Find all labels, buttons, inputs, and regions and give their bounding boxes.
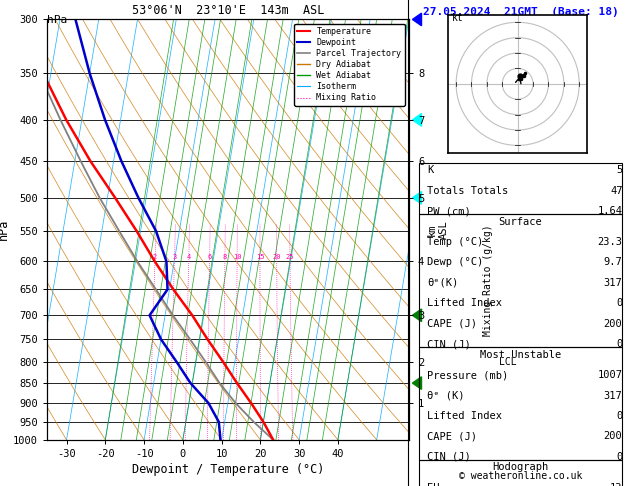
Text: hPa: hPa <box>47 15 67 25</box>
Title: 53°06'N  23°10'E  143m  ASL: 53°06'N 23°10'E 143m ASL <box>132 4 324 17</box>
Text: Totals Totals: Totals Totals <box>427 186 508 196</box>
Polygon shape <box>413 114 421 126</box>
Text: CAPE (J): CAPE (J) <box>427 319 477 329</box>
Bar <box>418 460 623 486</box>
Text: EH: EH <box>427 483 440 486</box>
Text: PW (cm): PW (cm) <box>427 206 471 216</box>
Text: θᵉ(K): θᵉ(K) <box>427 278 459 288</box>
Text: 10: 10 <box>233 254 242 260</box>
Text: K: K <box>427 165 433 175</box>
Text: 4: 4 <box>187 254 191 260</box>
Text: 23.3: 23.3 <box>598 237 623 247</box>
Text: 20: 20 <box>272 254 281 260</box>
Polygon shape <box>413 191 421 204</box>
Text: kt: kt <box>452 13 463 23</box>
Bar <box>418 347 623 460</box>
Y-axis label: hPa: hPa <box>0 219 10 240</box>
Text: Pressure (mb): Pressure (mb) <box>427 370 508 380</box>
Bar <box>418 214 623 347</box>
Text: 27.05.2024  21GMT  (Base: 18): 27.05.2024 21GMT (Base: 18) <box>423 7 618 17</box>
Bar <box>418 163 623 214</box>
Polygon shape <box>413 309 421 322</box>
Text: Temp (°C): Temp (°C) <box>427 237 484 247</box>
Text: 1.64: 1.64 <box>598 206 623 216</box>
Text: LCL: LCL <box>499 357 517 367</box>
Text: Lifted Index: Lifted Index <box>427 298 502 308</box>
Legend: Temperature, Dewpoint, Parcel Trajectory, Dry Adiabat, Wet Adiabat, Isotherm, Mi: Temperature, Dewpoint, Parcel Trajectory… <box>294 24 404 106</box>
Text: θᵉ (K): θᵉ (K) <box>427 391 465 400</box>
Text: 317: 317 <box>604 391 623 400</box>
Text: 200: 200 <box>604 432 623 441</box>
Text: 5: 5 <box>616 165 623 175</box>
Text: Most Unstable: Most Unstable <box>480 350 561 360</box>
Text: 47: 47 <box>610 186 623 196</box>
Text: 1007: 1007 <box>598 370 623 380</box>
Text: Hodograph: Hodograph <box>493 462 548 472</box>
Text: 2: 2 <box>153 254 157 260</box>
Text: 0: 0 <box>616 339 623 349</box>
Polygon shape <box>413 13 421 26</box>
Text: Dewp (°C): Dewp (°C) <box>427 258 484 267</box>
Text: 0: 0 <box>616 411 623 421</box>
Text: 6: 6 <box>208 254 212 260</box>
Text: 25: 25 <box>286 254 294 260</box>
Text: Lifted Index: Lifted Index <box>427 411 502 421</box>
Text: CIN (J): CIN (J) <box>427 452 471 462</box>
Y-axis label: km
ASL: km ASL <box>427 220 448 239</box>
Text: 200: 200 <box>604 319 623 329</box>
Text: 0: 0 <box>616 298 623 308</box>
Text: 0: 0 <box>616 452 623 462</box>
Text: 13: 13 <box>610 483 623 486</box>
X-axis label: Dewpoint / Temperature (°C): Dewpoint / Temperature (°C) <box>132 463 324 476</box>
Text: 9.7: 9.7 <box>604 258 623 267</box>
Text: 15: 15 <box>256 254 264 260</box>
Text: CAPE (J): CAPE (J) <box>427 432 477 441</box>
Text: 3: 3 <box>172 254 177 260</box>
Polygon shape <box>413 377 421 389</box>
Text: 317: 317 <box>604 278 623 288</box>
Text: CIN (J): CIN (J) <box>427 339 471 349</box>
Text: © weatheronline.co.uk: © weatheronline.co.uk <box>459 471 582 481</box>
Text: Mixing Ratio (g/kg): Mixing Ratio (g/kg) <box>484 224 493 336</box>
Text: Surface: Surface <box>499 217 542 226</box>
Text: 8: 8 <box>223 254 227 260</box>
